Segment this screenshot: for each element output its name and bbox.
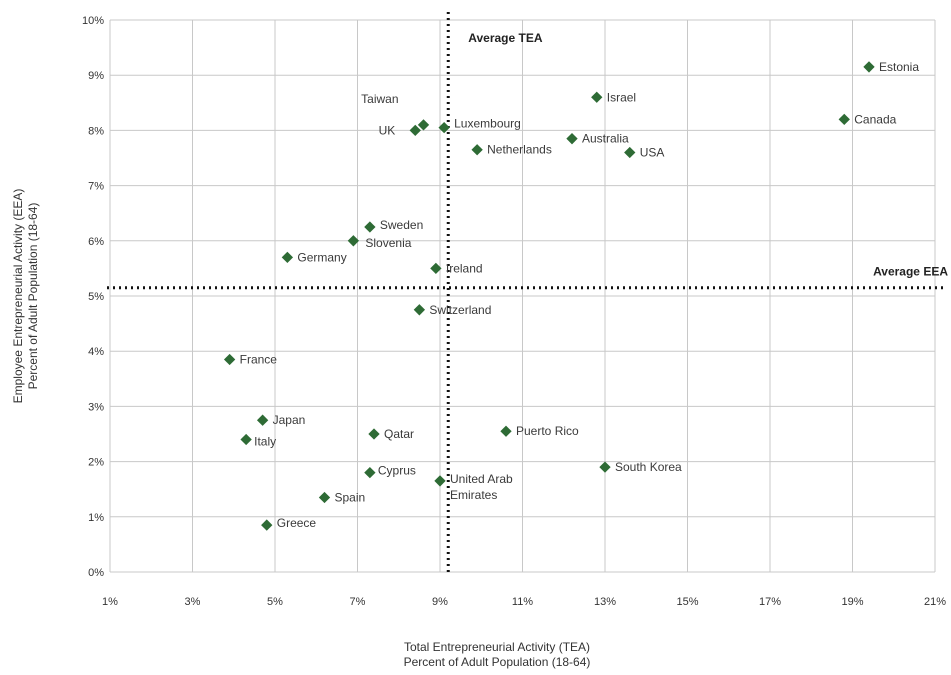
y-axis-title-line2: Percent of Adult Population (18-64) (26, 203, 40, 390)
x-axis-ticks: 1% 3% 5% 7% 9% 11% 13% 15% 17% 19% 21% (102, 596, 946, 608)
x-tick-label: 11% (512, 596, 533, 608)
x-tick-label: 5% (267, 596, 283, 608)
data-point (223, 353, 236, 366)
point-label: France (240, 352, 278, 366)
point-label: Luxembourg (454, 117, 521, 131)
point-label: Qatar (384, 427, 414, 441)
y-tick-label: 8% (88, 125, 104, 137)
data-point (413, 304, 426, 316)
point-label: USA (640, 145, 665, 159)
point-label: Switzerland (429, 303, 491, 317)
y-tick-label: 5% (88, 291, 104, 303)
point-label: Taiwan (361, 92, 398, 106)
average-tea-label: Average TEA (468, 31, 543, 45)
point-label: Israel (607, 90, 636, 104)
data-point (599, 461, 611, 473)
data-point (500, 425, 512, 437)
x-tick-label: 7% (350, 596, 366, 608)
point-label: Germany (297, 250, 346, 264)
data-point (368, 428, 380, 440)
point-label: United Arab Emirates (450, 472, 513, 502)
point-label: South Korea (615, 460, 682, 474)
y-tick-label: 10% (82, 15, 104, 27)
x-tick-label: 3% (185, 596, 201, 608)
point-label: Australia (582, 132, 629, 146)
data-point (261, 519, 273, 531)
data-point (591, 91, 603, 103)
data-point (409, 124, 421, 137)
point-labels: Estonia Israel Canada Taiwan UK Luxembourg Aus… (240, 60, 920, 530)
x-tick-label: 21% (924, 596, 946, 608)
y-axis-title-line1: Employee Entrepreneurial Activity (EEA) (11, 189, 25, 404)
x-axis-title-line1: Total Entrepreneurial Activity (TEA) (404, 640, 590, 654)
data-point (471, 144, 483, 156)
y-tick-label: 3% (88, 401, 104, 413)
data-point (566, 133, 578, 145)
point-label: Italy (254, 435, 276, 449)
point-label: Greece (277, 516, 317, 530)
reference-lines (107, 12, 947, 576)
data-point (347, 235, 360, 247)
point-label: Estonia (879, 60, 919, 74)
point-label: Japan (273, 413, 306, 427)
data-point (624, 146, 636, 159)
x-axis-title-line2: Percent of Adult Population (18-64) (404, 655, 591, 669)
point-label: Cyprus (378, 464, 416, 478)
grid (109, 19, 936, 573)
point-label: Slovenia (365, 236, 411, 250)
y-axis-ticks: 0% 1% 2% 3% 4% 5% 6% 7% 8% 9% 10% (82, 15, 104, 579)
data-point (863, 61, 875, 73)
point-label: Ireland (446, 261, 483, 275)
point-label: Puerto Rico (516, 424, 579, 438)
average-eea-label: Average EEA (873, 265, 948, 279)
data-point (281, 251, 294, 264)
data-point (434, 475, 446, 487)
data-point (364, 221, 376, 233)
point-label: Netherlands (487, 143, 552, 157)
y-tick-label: 4% (88, 346, 104, 358)
x-tick-label: 9% (432, 596, 448, 608)
point-label: UK (379, 123, 396, 137)
y-tick-label: 2% (88, 457, 104, 469)
data-point (417, 119, 430, 131)
data-point (318, 491, 331, 504)
y-tick-label: 1% (88, 512, 104, 524)
x-tick-label: 19% (841, 596, 863, 608)
data-point (430, 262, 442, 275)
data-point (838, 113, 850, 126)
point-label: Sweden (380, 218, 423, 232)
data-point (364, 466, 376, 479)
data-point (240, 433, 252, 446)
y-tick-label: 6% (88, 236, 104, 248)
x-tick-label: 17% (759, 596, 781, 608)
point-label: Canada (854, 112, 896, 126)
data-point (256, 414, 269, 426)
y-tick-label: 0% (88, 567, 104, 579)
y-tick-label: 9% (88, 70, 104, 82)
x-tick-label: 13% (594, 596, 616, 608)
x-tick-label: 1% (102, 596, 118, 608)
x-tick-label: 15% (676, 596, 698, 608)
point-label: Spain (335, 490, 366, 504)
y-tick-label: 7% (88, 181, 104, 193)
